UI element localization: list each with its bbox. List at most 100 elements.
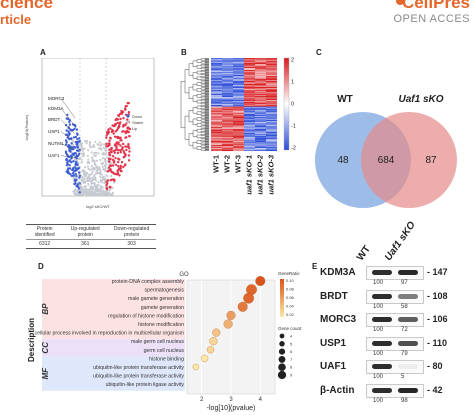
heatmap-cell	[211, 71, 222, 72]
volcano-point-stable	[109, 174, 113, 178]
heatmap-cell	[255, 132, 266, 134]
volcano-point-up	[123, 152, 126, 155]
heatmap-cell	[233, 127, 244, 128]
venn-title-sko: Uaf1 sKO	[398, 94, 443, 105]
go-category-label: CC	[41, 342, 50, 354]
colorbar-tick: 0	[291, 102, 294, 108]
volcano-point-down	[67, 130, 70, 133]
heatmap-cell	[211, 73, 222, 75]
heatmap-cell	[266, 66, 277, 68]
heatmap-cell	[266, 140, 277, 141]
heatmap-cell	[211, 137, 222, 138]
heatmap-cell	[222, 68, 233, 69]
heatmap-cell	[255, 88, 266, 89]
volcano-point-stable	[94, 154, 97, 157]
heatmap-cell	[211, 125, 222, 126]
heatmap-cell	[222, 125, 233, 127]
heatmap-cell	[255, 143, 266, 145]
heatmap-cell	[211, 106, 222, 107]
heatmap-cell	[222, 87, 233, 89]
heatmap-cell	[233, 86, 244, 87]
heatmap-cell	[255, 71, 266, 73]
heatmap-cell	[222, 84, 233, 86]
volcano-point-stable	[87, 191, 90, 194]
heatmap-cell	[244, 122, 255, 123]
heatmap-cell	[244, 100, 255, 102]
volcano-point-up	[114, 143, 117, 146]
heatmap-cell	[222, 71, 233, 73]
heatmap-cell	[255, 110, 266, 111]
heatmap-cell	[255, 100, 266, 102]
heatmap-cell	[211, 106, 222, 108]
heatmap-cell	[266, 83, 277, 84]
go-category-bands: BP CC MF	[41, 279, 185, 391]
heatmap-cell	[266, 97, 277, 99]
heatmap-cell	[233, 100, 244, 101]
volcano-point-stable	[87, 158, 90, 161]
volcano-point-down	[64, 124, 68, 127]
blot-quant-sko: 5	[401, 374, 405, 380]
volcano-point-down	[78, 139, 81, 143]
heatmap-cell	[255, 70, 266, 71]
heatmap-cell	[255, 73, 266, 75]
volcano-point-stable	[87, 161, 90, 164]
heatmap-cell	[266, 121, 277, 123]
blot-band-sko	[398, 293, 418, 299]
heatmap-cell	[222, 93, 233, 95]
volcano-point-up	[128, 135, 131, 138]
heatmap-cell	[266, 81, 277, 83]
volcano-point-down	[64, 139, 68, 142]
heatmap-cell	[211, 110, 222, 111]
heatmap-cell	[255, 98, 266, 100]
heatmap-figure: WT-1 WT-2 WT-3 uaf1 sKO-1 uaf1 sKO-2 uaf1 sKO…	[180, 58, 296, 195]
go-ylabel: Description	[27, 318, 36, 362]
blot-quant-wt: 100	[373, 280, 384, 286]
heatmap-cell	[244, 78, 255, 80]
volcano-point-up	[127, 101, 130, 105]
heatmap-cell	[244, 97, 255, 99]
heatmap-cell	[233, 149, 244, 150]
heatmap-cell	[211, 65, 222, 66]
heatmap-cell	[244, 140, 255, 141]
volcano-point-up	[108, 166, 111, 169]
heatmap-cell	[244, 130, 255, 132]
heatmap-cell	[222, 148, 233, 149]
heatmap-cell	[211, 72, 222, 74]
heatmap-cell	[266, 118, 277, 119]
legend-marker-down	[126, 114, 130, 118]
volcano-point-up	[109, 186, 112, 189]
heatmap-cell	[211, 121, 222, 123]
heatmap-cell	[266, 121, 277, 122]
heatmap-cell	[233, 89, 244, 91]
heatmap-cell	[255, 121, 266, 123]
heatmap-cell	[244, 73, 255, 75]
volcano-point-stable	[93, 191, 96, 194]
heatmap-cell	[211, 58, 222, 59]
heatmap-cell	[222, 116, 233, 118]
heatmap-cell	[244, 106, 255, 108]
heatmap-cell	[233, 95, 244, 96]
heatmap-cell	[222, 107, 233, 108]
heatmap-cell	[244, 131, 255, 132]
heatmap-cell	[244, 89, 255, 90]
volcano-point-down	[70, 157, 73, 160]
volcano-point-down	[68, 137, 71, 141]
heatmap-cell	[255, 120, 266, 122]
heatmap-cell	[222, 74, 233, 75]
heatmap-cell	[211, 58, 222, 60]
volcano-point-up	[106, 179, 110, 182]
heatmap-cell	[266, 99, 277, 101]
heatmap-cell	[233, 116, 244, 117]
heatmap-cell	[255, 147, 266, 149]
heatmap-cell	[266, 71, 277, 73]
heatmap-cell	[211, 62, 222, 63]
heatmap-cell	[266, 122, 277, 123]
heatmap-cell	[255, 76, 266, 78]
blot-band-wt	[372, 293, 392, 299]
blot-protein-label: β-Actin	[320, 384, 355, 396]
heatmap-cell	[255, 97, 266, 98]
heatmap-cell	[266, 77, 277, 78]
volcano-point-up	[121, 130, 124, 133]
heatmap-cell	[211, 116, 222, 117]
heatmap-cell	[255, 81, 266, 83]
